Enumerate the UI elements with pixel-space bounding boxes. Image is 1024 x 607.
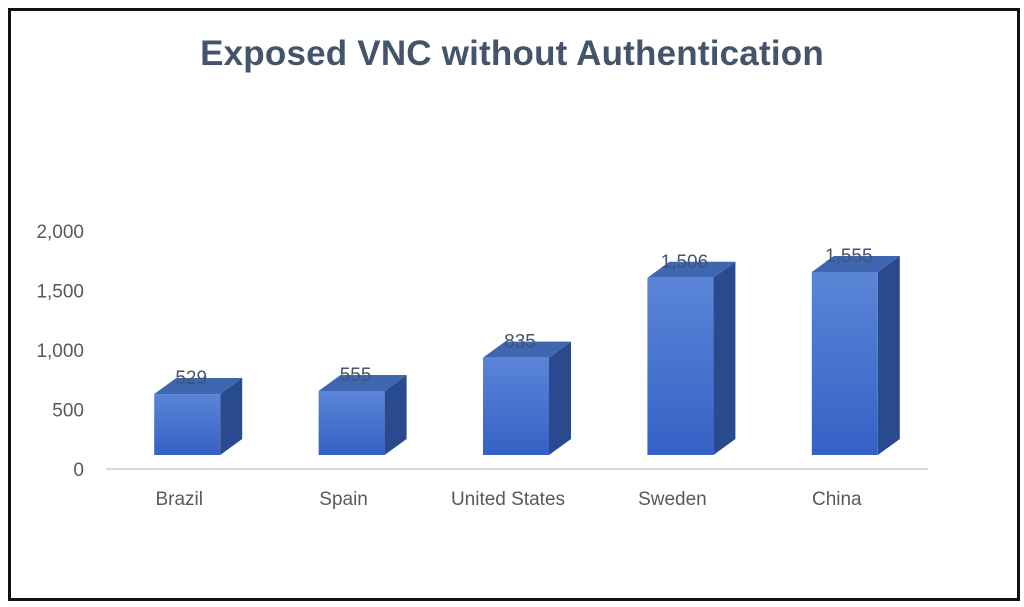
data-label: 529 (175, 368, 207, 389)
bar-side (220, 378, 243, 455)
bar-top (483, 341, 571, 358)
label-layer: 529 Brazil 555 Spain 835 United States 1,506 Sw… (155, 246, 872, 510)
bar-side (549, 341, 571, 455)
data-label: 1,506 (661, 252, 709, 273)
axis-layer: 0 500 1,000 1,500 2,000 (36, 222, 928, 481)
bar (154, 394, 221, 455)
x-tick-label: United States (451, 489, 565, 510)
y-tick-label: 0 (73, 460, 84, 481)
bar-side (877, 255, 900, 455)
bar-layer (154, 255, 900, 455)
bar-side (713, 261, 736, 455)
chart-title: Exposed VNC without Authentication (200, 34, 824, 73)
x-tick-label: Sweden (638, 489, 707, 510)
bar (318, 390, 385, 455)
bar-top (647, 261, 736, 278)
bar-top (811, 255, 900, 272)
bar-top (154, 378, 243, 395)
data-label: 1,555 (825, 246, 873, 267)
data-label: 835 (504, 332, 536, 353)
y-tick-label: 2,000 (36, 222, 84, 243)
x-tick-label: China (812, 489, 862, 510)
data-label: 555 (340, 365, 372, 386)
bar (647, 277, 714, 455)
bar (483, 357, 549, 455)
bar (811, 271, 878, 455)
x-tick-label: Spain (319, 489, 368, 510)
bar-side (384, 374, 407, 455)
x-tick-label: Brazil (155, 489, 203, 510)
y-tick-label: 1,500 (36, 282, 84, 303)
y-tick-label: 500 (52, 401, 84, 422)
bar-top (318, 374, 407, 391)
y-tick-label: 1,000 (36, 341, 84, 362)
